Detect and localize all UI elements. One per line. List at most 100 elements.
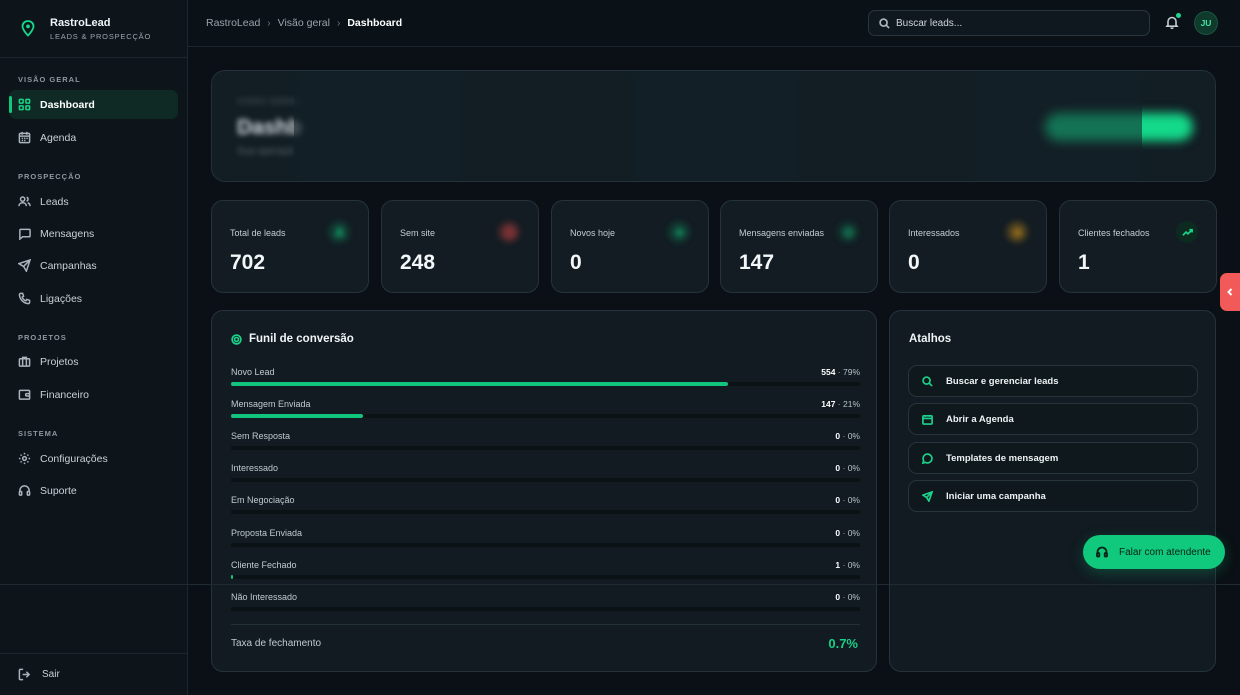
stat-card-sem-site[interactable]: Sem site 248: [381, 200, 539, 293]
location-pin-icon: [21, 19, 35, 37]
divider: [0, 584, 1240, 585]
search-input[interactable]: [896, 17, 1136, 29]
sidebar-item-campanhas[interactable]: Campanhas: [9, 251, 178, 280]
stat-card-novos-hoje[interactable]: Novos hoje 0: [551, 200, 709, 293]
search-box[interactable]: [868, 10, 1150, 36]
stat-card-mensagens-enviadas[interactable]: Mensagens enviadas 147: [720, 200, 878, 293]
breadcrumb: RastroLead › Visão geral › Dashboard: [206, 17, 402, 29]
funnel-row-pct: 0%: [847, 528, 860, 538]
funnel-row-value: 0 · 0%: [835, 528, 860, 538]
phone-icon: [18, 292, 31, 305]
funnel-bar-fill: [231, 414, 364, 418]
stat-value: 0: [570, 251, 582, 274]
funnel-row-value: 554 · 79%: [821, 367, 860, 377]
sidebar-item-suporte[interactable]: Suporte: [9, 476, 178, 505]
funnel-row-pct: 21%: [842, 399, 860, 409]
funnel-row-count: 0: [835, 495, 841, 505]
side-panel-toggle[interactable]: [1220, 273, 1240, 311]
stat-card-total-leads[interactable]: Total de leads 702: [211, 200, 369, 293]
stat-card-interessados[interactable]: Interessados 0: [889, 200, 1047, 293]
funnel-bar-track: [231, 446, 860, 450]
funnel-row-label: Interessado: [231, 463, 279, 473]
shortcut-templates-mensagem[interactable]: Templates de mensagem: [908, 442, 1198, 474]
funnel-row-count: 554: [821, 367, 836, 377]
stat-card-clientes-fechados[interactable]: Clientes fechados 1: [1059, 200, 1217, 293]
sparkle-icon: [668, 221, 690, 243]
sidebar-item-dashboard[interactable]: Dashboard: [9, 90, 178, 119]
funnel-bar-track: [231, 575, 860, 579]
funnel-row-label: Sem Resposta: [231, 431, 291, 441]
brand[interactable]: RastroLead LEADS & PROSPECÇÃO: [0, 0, 187, 58]
funnel-row-count: 0: [835, 528, 841, 538]
sidebar-item-financeiro[interactable]: Financeiro: [9, 380, 178, 409]
users-icon: [328, 221, 350, 243]
sidebar-item-mensagens[interactable]: Mensagens: [9, 219, 178, 248]
breadcrumb-current: Dashboard: [347, 17, 403, 29]
sidebar-item-projetos[interactable]: Projetos: [9, 347, 178, 376]
stat-value: 0: [908, 251, 920, 274]
stat-label: Interessados: [908, 228, 960, 238]
funnel-panel: Funil de conversão Novo Lead 554 · 79% M…: [211, 310, 877, 672]
funnel-row: Novo Lead 554 · 79%: [231, 367, 860, 389]
funnel-row-value: 0 · 0%: [835, 463, 860, 473]
funnel-row-count: 147: [821, 399, 836, 409]
logout-button[interactable]: Sair: [0, 653, 188, 695]
support-chat-button[interactable]: Falar com atendente: [1083, 535, 1225, 569]
sidebar-item-label: Dashboard: [40, 98, 95, 111]
stat-label: Mensagens enviadas: [739, 228, 825, 238]
breadcrumb-root[interactable]: RastroLead: [206, 17, 261, 29]
sidebar-item-label: Projetos: [40, 355, 79, 368]
message-icon: [922, 452, 933, 464]
funnel-row-count: 1: [835, 560, 841, 570]
notification-dot: [1176, 13, 1181, 18]
funnel-row-label: Em Negociação: [231, 495, 295, 505]
funnel-row: Interessado 0 · 0%: [231, 463, 860, 485]
sidebar-item-leads[interactable]: Leads: [9, 187, 178, 216]
sidebar-item-label: Ligações: [40, 292, 83, 305]
sidebar-item-label: Suporte: [40, 484, 77, 497]
calendar-icon: [18, 131, 31, 144]
funnel-row-pct: 0%: [847, 495, 860, 505]
support-chat-label: Falar com atendente: [1119, 546, 1211, 558]
funnel-row-value: 0 · 0%: [835, 495, 860, 505]
funnel-row: Mensagem Enviada 147 · 21%: [231, 399, 860, 421]
sidebar-item-label: Financeiro: [40, 388, 90, 401]
shortcuts-title: Atalhos: [909, 333, 952, 345]
funnel-title: Funil de conversão: [231, 333, 354, 345]
nav-section-sistema: SISTEMA: [18, 429, 59, 438]
notifications-button[interactable]: [1165, 13, 1181, 30]
shortcut-label: Templates de mensagem: [946, 452, 1059, 464]
brand-name: RastroLead: [50, 16, 111, 29]
message-icon: [19, 228, 31, 240]
stat-value: 147: [739, 251, 775, 274]
shortcut-abrir-agenda[interactable]: Abrir a Agenda: [908, 403, 1198, 435]
hero-title: Dashb: [237, 116, 302, 139]
funnel-row-count: 0: [835, 592, 841, 602]
chevron-left-icon: [1227, 288, 1233, 296]
funnel-row-pct: 0%: [847, 592, 860, 602]
sidebar-item-label: Configurações: [40, 452, 108, 465]
shortcut-buscar-leads[interactable]: Buscar e gerenciar leads: [908, 365, 1198, 397]
stat-label: Total de leads: [230, 228, 286, 238]
shortcut-label: Iniciar uma campanha: [946, 490, 1046, 502]
stat-label: Novos hoje: [570, 228, 616, 238]
funnel-row-value: 1 · 0%: [835, 560, 860, 570]
logout-icon: [18, 668, 31, 681]
shortcut-iniciar-campanha[interactable]: Iniciar uma campanha: [908, 480, 1198, 512]
funnel-row: Não Interessado 0 · 0%: [231, 592, 860, 614]
sidebar-item-configuracoes[interactable]: Configurações: [9, 444, 178, 473]
chevron-right-icon: ›: [267, 17, 271, 29]
divider: [231, 624, 860, 625]
breadcrumb-section[interactable]: Visão geral: [277, 17, 330, 29]
funnel-bar-track: [231, 478, 860, 482]
sidebar-item-agenda[interactable]: Agenda: [9, 123, 178, 152]
funnel-row: Sem Resposta 0 · 0%: [231, 431, 860, 453]
funnel-row-count: 0: [835, 431, 841, 441]
sidebar-item-ligacoes[interactable]: Ligações: [9, 284, 178, 313]
brand-tagline: LEADS & PROSPECÇÃO: [50, 31, 152, 41]
sidebar-item-label: Agenda: [40, 131, 77, 144]
send-icon: [922, 490, 933, 502]
avatar[interactable]: JU: [1194, 11, 1218, 35]
sidebar-item-label: Leads: [40, 195, 69, 208]
hero-subtitle: Sua operaçã: [237, 146, 294, 157]
